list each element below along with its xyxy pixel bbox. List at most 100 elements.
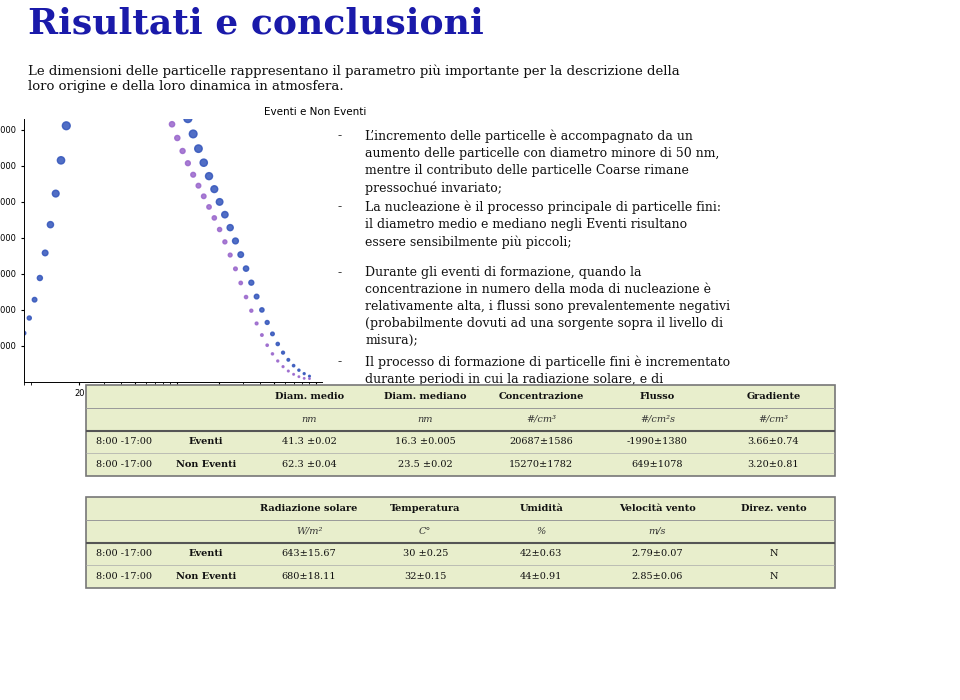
Text: m/s: m/s (649, 526, 666, 536)
Text: La nucleazione è il processo principale di particelle fini:
il diametro medio e : La nucleazione è il processo principale … (365, 200, 721, 248)
Text: 8:00 -17:00: 8:00 -17:00 (96, 460, 152, 469)
Point (159, 47, 175, 58)
Point (238, 291, 253, 302)
Point (154, 29, 169, 41)
Text: #/cm²s: #/cm²s (640, 414, 675, 424)
Point (202, 202, 217, 213)
Point (217, 209, 232, 220)
Text: 3.66±0.74: 3.66±0.74 (748, 438, 800, 447)
Text: -1990±1380: -1990±1380 (627, 438, 687, 447)
Point (286, 360, 301, 371)
Text: 30 ±0.25: 30 ±0.25 (402, 550, 448, 559)
Point (223, 222, 238, 233)
Text: Non Eventi: Non Eventi (176, 460, 236, 469)
Point (43, 219, 59, 230)
Text: nm: nm (418, 414, 433, 424)
Text: Flusso: Flusso (639, 392, 675, 401)
Point (149, 71, 164, 83)
Text: 44±0.91: 44±0.91 (520, 572, 563, 581)
Point (270, 338, 285, 349)
Point (233, 249, 249, 260)
Text: N: N (769, 572, 778, 581)
Text: Velocità vento: Velocità vento (619, 504, 696, 513)
Text: Pisa, 22-26 settembre 2014     14 / 15: Pisa, 22-26 settembre 2014 14 / 15 (710, 671, 948, 684)
Point (16, 328, 32, 339)
Text: 8:00 -17:00: 8:00 -17:00 (96, 438, 152, 447)
Text: %: % (537, 526, 546, 536)
Point (228, 235, 243, 246)
Point (297, 373, 312, 384)
Point (238, 263, 253, 274)
Point (249, 291, 264, 302)
Point (276, 347, 291, 358)
Text: 2.79±0.07: 2.79±0.07 (632, 550, 684, 559)
Text: Le dimensioni delle particelle rappresentano il parametro più importante per la : Le dimensioni delle particelle rappresen… (29, 64, 681, 93)
Point (265, 328, 280, 339)
Point (244, 277, 259, 288)
Point (212, 196, 228, 207)
Text: 2.85±0.06: 2.85±0.06 (632, 572, 684, 581)
Text: Eventi: Eventi (189, 550, 224, 559)
Text: 100º Congresso Nazionale SIF  (): 100º Congresso Nazionale SIF () (12, 671, 224, 684)
Point (27, 294, 42, 305)
Point (291, 371, 306, 382)
Text: Eventi e Non Eventi: Eventi e Non Eventi (264, 107, 367, 117)
Point (149, 13, 164, 24)
Text: C°: C° (420, 526, 431, 536)
Text: -: - (337, 200, 342, 214)
Point (54, 155, 69, 166)
Point (132, 0, 148, 7)
Point (259, 340, 275, 351)
Point (164, 64, 180, 75)
Point (244, 305, 259, 316)
Point (254, 330, 270, 341)
Text: Diam. mediano: Diam. mediano (384, 392, 467, 401)
Text: 20687±1586: 20687±1586 (510, 438, 573, 447)
Point (202, 171, 217, 182)
Text: -: - (337, 356, 342, 368)
Point (228, 263, 243, 274)
Text: L’incremento delle particelle è accompagnato da un
aumento delle particelle con : L’incremento delle particelle è accompag… (365, 130, 720, 195)
Point (191, 143, 206, 154)
Point (301, 373, 317, 384)
Point (185, 128, 201, 139)
Text: Risultati e conclusioni: Risultati e conclusioni (29, 7, 484, 41)
Text: Concentrazione: Concentrazione (498, 392, 584, 401)
Text: 62.3 ±0.04: 62.3 ±0.04 (282, 460, 337, 469)
Text: #/cm³: #/cm³ (758, 414, 788, 424)
Point (64, 85, 80, 97)
Point (75, 20, 90, 31)
Point (259, 317, 275, 328)
Point (143, 51, 158, 62)
Text: #/cm³: #/cm³ (526, 414, 556, 424)
Text: Il processo di formazione di particelle fini è incrementato
durante periodi in c: Il processo di formazione di particelle … (365, 356, 731, 403)
Point (143, 0, 158, 7)
Point (280, 354, 296, 365)
Point (138, 27, 154, 38)
Text: 32±0.15: 32±0.15 (404, 572, 446, 581)
Point (223, 249, 238, 260)
Point (286, 369, 301, 380)
Point (270, 356, 285, 367)
Point (254, 304, 270, 316)
Point (69, 51, 84, 62)
Text: 15270±1782: 15270±1782 (509, 460, 573, 469)
Point (170, 80, 185, 92)
Text: nm: nm (301, 414, 317, 424)
Point (154, 88, 169, 99)
Text: Eventi: Eventi (189, 438, 224, 447)
Point (33, 272, 48, 284)
X-axis label: D$_p$ (nm): D$_p$ (nm) (155, 400, 191, 412)
Text: 23.5 ±0.02: 23.5 ±0.02 (397, 460, 452, 469)
Text: 649±1078: 649±1078 (632, 460, 684, 469)
Point (59, 120, 74, 132)
Text: 42±0.63: 42±0.63 (520, 550, 563, 559)
Point (175, 146, 190, 157)
Text: Non Eventi: Non Eventi (176, 572, 236, 581)
Point (48, 188, 63, 199)
Point (180, 158, 196, 169)
Point (164, 118, 180, 130)
Point (291, 365, 306, 376)
Text: Direz. vento: Direz. vento (740, 504, 806, 513)
Text: 41.3 ±0.02: 41.3 ±0.02 (281, 438, 337, 447)
